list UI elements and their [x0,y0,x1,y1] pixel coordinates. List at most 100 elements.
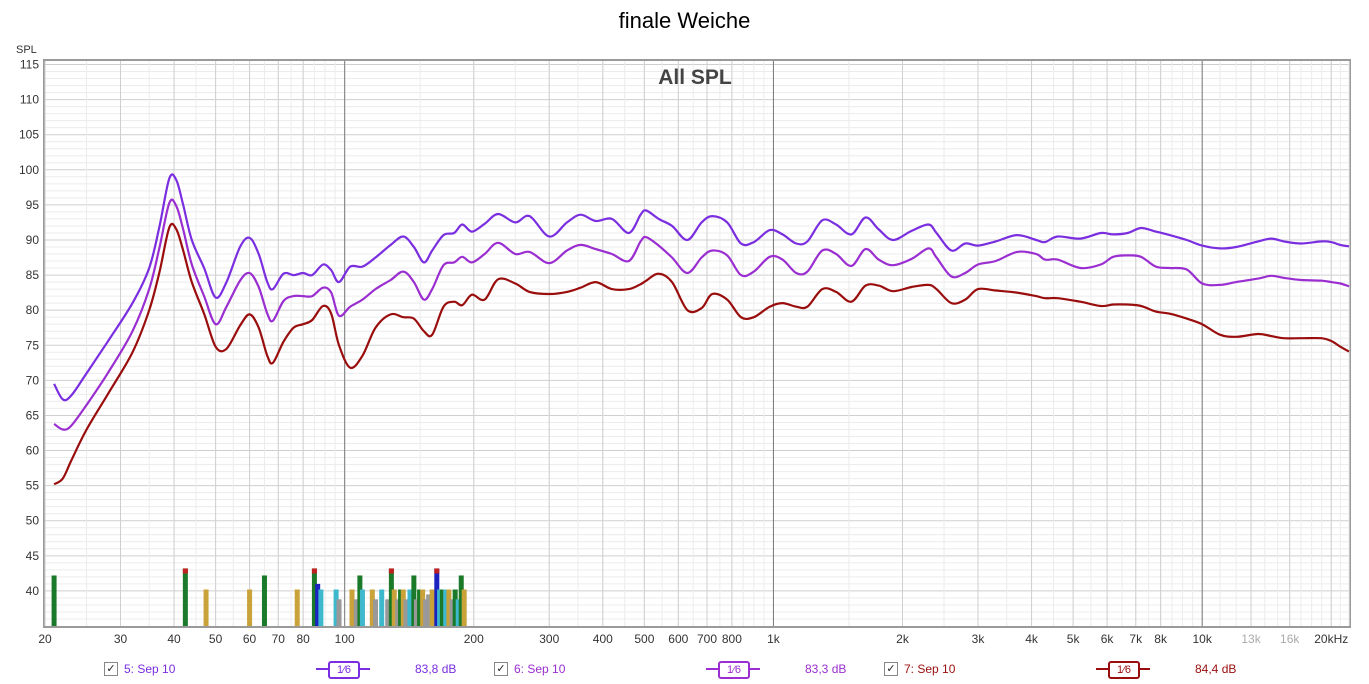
marker-bar [434,568,440,626]
x-tick-label: 13k [1241,632,1261,646]
series-3-curve [53,222,1350,486]
marker-bar-top [311,568,317,574]
x-tick-label: 80 [296,632,310,646]
marker-bar [388,568,394,626]
marker-bar [439,589,445,626]
marker-bar [373,599,379,626]
marker-bar [294,589,300,626]
marker-bar [203,589,209,626]
x-tick-label: 40 [167,632,181,646]
marker-bar-top [388,568,394,574]
marker-bar-top [434,568,440,574]
x-tick-label: 70 [272,632,286,646]
y-tick-label: 50 [26,514,40,528]
y-tick-label: 100 [19,163,39,177]
marker-bar [458,575,464,626]
y-axis-label: SPL [16,44,37,56]
y-tick-label: 60 [26,444,40,458]
y-tick-label: 45 [26,549,40,563]
x-tick-label: 20kHz [1314,632,1348,646]
x-tick-label: 200 [464,632,484,646]
bars-group [51,568,467,626]
x-tick-label: 20 [38,632,52,646]
x-tick-label: 8k [1154,632,1168,646]
marker-bar [461,589,467,626]
marker-bar [182,568,188,626]
x-tick-labels: 20 30 40 50 60 70 80 100 200 300 400 500 600 700 800 1k… [38,632,1348,646]
series-2-checkbox[interactable]: ✓ [494,662,508,676]
y-tick-label: 80 [26,303,40,317]
marker-bar [336,599,342,626]
marker-bar [311,568,317,626]
series-1-smoothing-label: 1⁄6 [328,661,360,679]
x-tick-label: 400 [593,632,613,646]
x-tick-label: 7k [1129,632,1143,646]
marker-bar [443,589,449,626]
chart-title: finale Weiche [618,8,751,33]
legend-item-2: ✓ 6: Sep 10 1⁄6 83,3 dB [0,660,860,680]
marker-bar [349,589,355,626]
marker-bar [423,599,429,626]
marker-bar [353,599,359,626]
y-tick-label: 85 [26,268,40,282]
legend-item-3: ✓ 7: Sep 10 1⁄6 84,4 dB [0,660,1260,680]
series-2-smoothing-button[interactable]: 1⁄6 [706,660,760,679]
x-tick-label: 6k [1101,632,1115,646]
marker-bar [426,594,432,626]
y-tick-label: 115 [20,58,39,72]
marker-bar [369,589,375,626]
x-tick-label: 30 [114,632,128,646]
x-tick-label: 100 [335,632,355,646]
x-tick-label: 3k [972,632,986,646]
marker-bar [359,589,365,626]
marker-bar [247,589,253,626]
marker-bar [429,589,435,626]
y-tick-label: 95 [26,198,40,212]
series-1-label: 5: Sep 10 [124,662,176,676]
y-tick-label: 110 [20,93,39,107]
y-tick-label: 75 [26,338,40,352]
marker-bar [315,583,321,626]
series-3-checkbox[interactable]: ✓ [884,662,898,676]
marker-bar [261,575,267,626]
y-tick-label: 90 [26,233,40,247]
x-tick-label: 50 [209,632,223,646]
x-tick-label: 4k [1025,632,1039,646]
marker-bar [51,575,57,626]
marker-bar [395,599,401,626]
x-tick-label: 500 [634,632,654,646]
x-tick-label: 800 [722,632,742,646]
series-3-smoothing-label: 1⁄6 [1108,661,1140,679]
spl-chart: SPL 40 45 50 55 60 65 70 75 80 85 90 95 100 105 110 115… [16,44,1351,646]
marker-bar [407,589,413,626]
marker-bar [379,589,385,626]
x-tick-label: 16k [1280,632,1300,646]
series-2-curve [53,198,1350,431]
marker-bar [391,589,397,626]
marker-bar [452,589,458,626]
y-tick-label: 70 [26,373,40,387]
marker-bar [446,589,452,626]
plot-area[interactable] [43,59,1351,628]
x-tick-label: 60 [243,632,257,646]
series-1-smoothing-button[interactable]: 1⁄6 [316,660,370,679]
series-2-value: 83,3 dB [805,662,847,676]
marker-bar [437,589,443,626]
y-tick-label: 105 [19,128,39,142]
marker-bar [357,575,363,626]
chart-subtitle: All SPL [658,66,732,89]
y-tick-label: 65 [26,408,40,422]
x-tick-label: 600 [668,632,688,646]
series-2-smoothing-label: 1⁄6 [718,661,750,679]
marker-bar [413,599,419,626]
series-3-smoothing-button[interactable]: 1⁄6 [1096,660,1150,679]
marker-bar-top [182,568,188,574]
marker-bar [400,589,406,626]
marker-bar [403,599,409,626]
marker-bar [455,599,461,626]
x-tick-label: 2k [896,632,910,646]
marker-bar [449,599,455,626]
series-1-checkbox[interactable]: ✓ [104,662,118,676]
y-tick-labels: 40 45 50 55 60 65 70 75 80 85 90 95 100 105 110 115 [19,58,39,598]
y-tick-label: 40 [26,584,40,598]
